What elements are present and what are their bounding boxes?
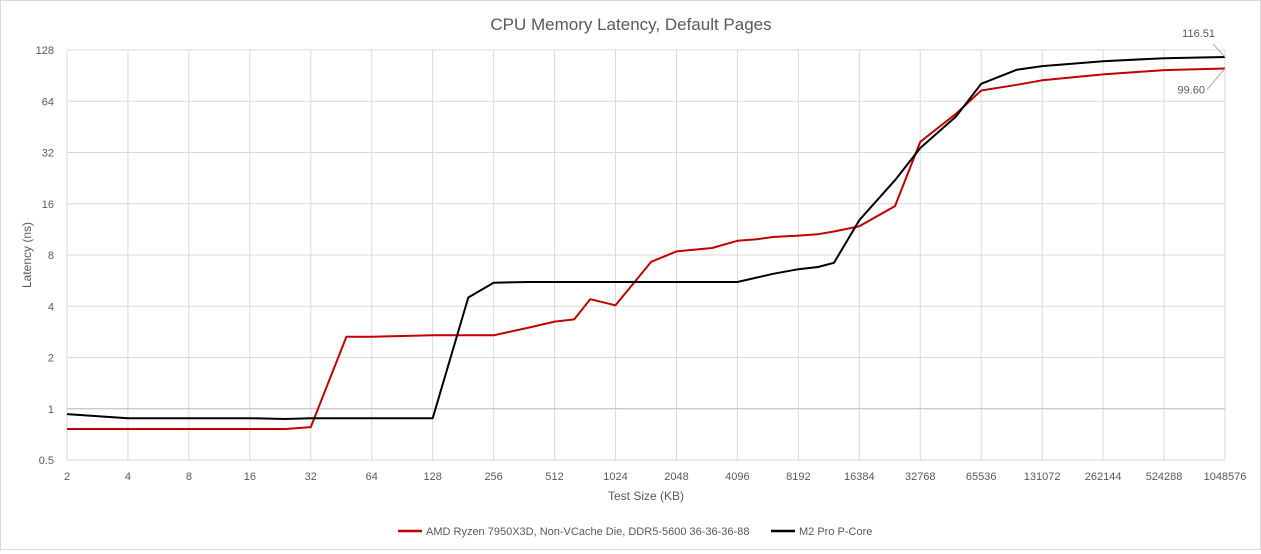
y-axis-title: Latency (ns) <box>20 222 34 288</box>
plot-series <box>66 56 1226 430</box>
series-line-m2-pro <box>66 56 1226 420</box>
y-tick-label: 32 <box>42 148 54 160</box>
x-tick-label: 2048 <box>664 471 688 483</box>
x-tick-label: 8 <box>186 471 192 483</box>
x-tick-label: 256 <box>484 471 502 483</box>
gridlines <box>66 49 1226 461</box>
y-tick-label: 16 <box>42 199 54 211</box>
x-tick-label: 8192 <box>786 471 810 483</box>
y-tick-label: 2 <box>48 353 54 365</box>
x-tick-label: 1024 <box>603 471 627 483</box>
x-tick-label: 262144 <box>1085 471 1122 483</box>
y-tick-label: 64 <box>42 96 54 108</box>
x-tick-label: 1048576 <box>1204 471 1247 483</box>
y-tick-label: 8 <box>48 250 54 262</box>
x-tick-label: 131072 <box>1024 471 1061 483</box>
x-tick-label: 4 <box>125 471 131 483</box>
x-tick-label: 64 <box>366 471 378 483</box>
legend-label: M2 Pro P-Core <box>799 526 872 538</box>
x-tick-label: 524288 <box>1146 471 1183 483</box>
annotation-m2-last-value: 116.51 <box>1182 28 1215 40</box>
x-tick-label: 16384 <box>844 471 875 483</box>
y-tick-label: 4 <box>48 301 54 313</box>
x-tick-label: 4096 <box>725 471 749 483</box>
x-axis-title: Test Size (KB) <box>608 489 684 503</box>
annotation-amd-last-value: 99.60 <box>1177 85 1205 97</box>
chart-title: CPU Memory Latency, Default Pages <box>490 15 771 34</box>
annotation-leader <box>1206 68 1226 90</box>
series-line-amd-7950x3d <box>67 67 1226 430</box>
x-axis-tick-labels: 2 4 8 16 32 64 128 256 512 1024 2048 4096 8192 16384 3… <box>64 471 1246 483</box>
y-tick-label: 1 <box>48 404 54 416</box>
data-annotations: 116.51 99.60 <box>1177 28 1226 97</box>
x-tick-label: 2 <box>64 471 70 483</box>
y-axis-tick-labels: 0.5 1 2 4 8 16 32 64 128 <box>36 45 54 467</box>
x-tick-label: 16 <box>244 471 256 483</box>
legend: AMD Ryzen 7950X3D, Non-VCache Die, DDR5-… <box>398 526 872 538</box>
x-tick-label: 32768 <box>905 471 936 483</box>
y-tick-label: 0.5 <box>39 455 54 467</box>
x-tick-label: 128 <box>424 471 442 483</box>
x-tick-label: 512 <box>545 471 563 483</box>
x-tick-label: 65536 <box>966 471 997 483</box>
y-tick-label: 128 <box>36 45 54 57</box>
x-tick-label: 32 <box>305 471 317 483</box>
annotation-leader <box>1212 43 1226 58</box>
legend-label: AMD Ryzen 7950X3D, Non-VCache Die, DDR5-… <box>426 526 749 538</box>
